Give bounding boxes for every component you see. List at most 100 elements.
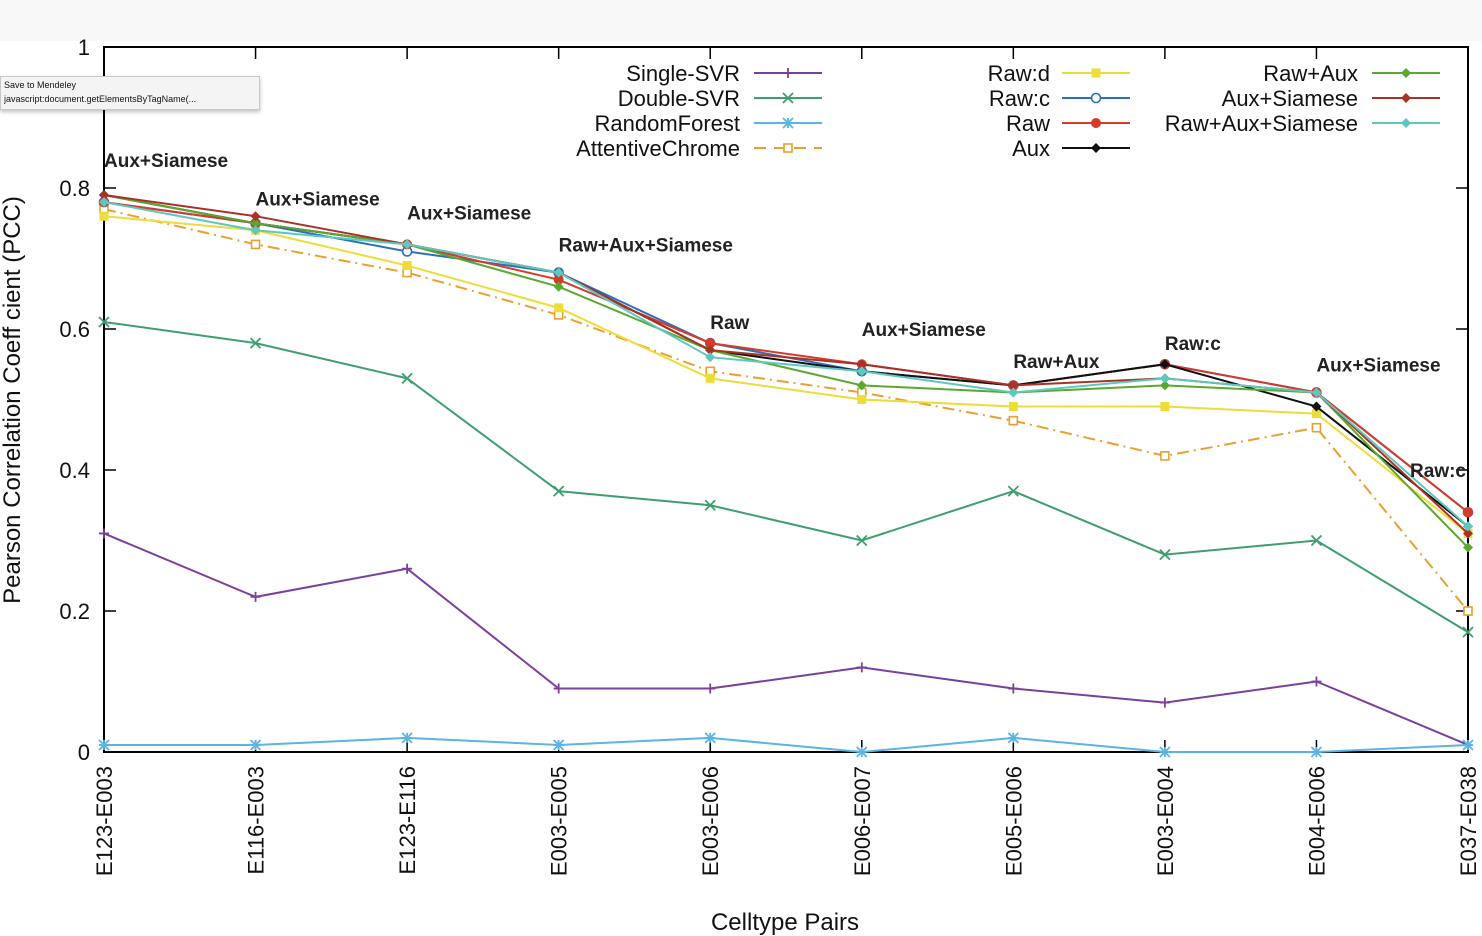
legend-item-raw-aux-siamese: Raw+Aux+Siamese	[1165, 111, 1440, 136]
data-point-raw	[1463, 507, 1473, 518]
legend-label: Raw:c	[989, 86, 1050, 111]
data-point-double-svr	[1007, 485, 1019, 497]
data-point-randomforest	[1310, 746, 1323, 758]
data-point-randomforest	[1159, 746, 1171, 758]
data-point-raw-aux-siamese	[553, 267, 564, 278]
data-point-raw-aux-siamese	[1008, 387, 1019, 398]
legend-label: Double-SVR	[618, 86, 740, 111]
legend-item-aux: Aux	[1012, 136, 1130, 161]
data-point-raw-aux-siamese	[250, 225, 261, 236]
data-point-raw-aux	[553, 281, 564, 292]
data-point-raw-aux-siamese	[402, 239, 413, 250]
y-tick-label: 0	[78, 740, 90, 765]
data-point-single-svr	[99, 528, 109, 539]
annotation-label: Raw	[710, 313, 749, 334]
data-point-raw	[553, 274, 564, 285]
data-point-aux-siamese	[1008, 380, 1019, 391]
legend-item-aux-siamese: Aux+Siamese	[1222, 86, 1440, 111]
data-point-raw-aux-siamese	[856, 366, 867, 377]
data-point-raw-d	[1160, 402, 1170, 412]
legend-marker	[782, 92, 794, 104]
data-point-raw-aux-siamese	[99, 197, 109, 208]
data-point-single-svr	[250, 591, 261, 602]
legend-label: Raw	[1006, 111, 1050, 136]
legend-marker	[783, 68, 793, 78]
legend-item-raw-c: Raw:c	[989, 86, 1130, 111]
x-tick-label: E003-E004	[1153, 766, 1178, 876]
series-line-single-svr	[103, 532, 1469, 746]
data-point-single-svr	[705, 683, 716, 694]
annotation-label: Aux+Siamese	[407, 204, 531, 225]
series-raw-d	[99, 211, 1473, 538]
annotations-layer: Aux+Siamese Aux+Siamese Aux+Siamese Raw+Aux…	[104, 151, 1466, 482]
data-point-raw-d	[402, 261, 412, 271]
legend-label: Raw:d	[988, 61, 1050, 86]
y-tick-label: 0.2	[59, 599, 90, 624]
data-point-double-svr	[249, 337, 262, 349]
data-point-double-svr	[1159, 548, 1171, 561]
data-point-raw-d	[1311, 409, 1321, 419]
data-point-randomforest	[553, 739, 565, 751]
legend-label: Single-SVR	[626, 61, 740, 86]
data-point-double-svr	[553, 485, 565, 497]
data-point-attentivechrome	[1008, 415, 1019, 426]
x-axis-label: Celltype Pairs	[711, 909, 859, 936]
annotation-label: Raw:c	[1165, 334, 1221, 355]
series-raw-aux-siamese	[99, 197, 1473, 532]
data-point-raw-aux	[1159, 380, 1170, 391]
data-point-double-svr	[856, 534, 868, 547]
data-point-raw-aux-siamese	[705, 352, 716, 363]
series-line-attentivechrome	[103, 208, 1469, 612]
data-point-raw-d	[705, 373, 715, 383]
data-point-double-svr	[1462, 626, 1474, 638]
x-tick-label: E004-E006	[1304, 766, 1329, 876]
axes: 0 0.2 0.4 0.6 0.8 1 E123-E003 E116-E003 E123-E11…	[59, 35, 1481, 876]
series-line-aux	[103, 194, 1469, 528]
legend-marker	[1091, 143, 1101, 153]
annotation-label: Aux+Siamese	[256, 190, 380, 211]
data-point-aux-siamese	[705, 345, 716, 356]
series-line-randomforest	[104, 736, 1469, 754]
data-point-double-svr	[401, 372, 413, 384]
x-tick-label: E003-E006	[698, 766, 723, 876]
data-point-raw-d	[1008, 402, 1018, 412]
data-point-attentivechrome	[1160, 451, 1170, 461]
annotation-label: Raw+Aux+Siamese	[559, 235, 733, 256]
y-axis-label: Pearson Correlation Coeff cient (PCC)	[0, 196, 26, 604]
data-point-double-svr	[704, 499, 716, 511]
legend-marker	[783, 143, 793, 153]
y-tick-label: 0.4	[59, 458, 90, 483]
legend-label: Raw+Aux+Siamese	[1165, 111, 1358, 136]
series-randomforest	[98, 732, 1474, 758]
data-point-single-svr	[856, 662, 867, 673]
data-point-randomforest	[1007, 732, 1019, 744]
annotation-label: Aux+Siamese	[1316, 355, 1440, 376]
data-point-randomforest	[856, 746, 868, 758]
legend-label: AttentiveChrome	[576, 136, 740, 161]
data-point-attentivechrome	[1311, 422, 1322, 433]
tooltip-title: Save to Mendeley	[4, 80, 77, 90]
data-point-single-svr	[1311, 676, 1322, 687]
data-point-aux-siamese	[1463, 528, 1473, 539]
data-point-randomforest	[704, 732, 716, 744]
data-point-raw-aux	[1463, 542, 1473, 553]
series-line-double-svr	[103, 320, 1469, 634]
series-line-raw-aux	[103, 194, 1469, 549]
legend-item-randomforest: RandomForest	[594, 111, 822, 136]
legend-label: Aux	[1012, 136, 1050, 161]
x-tick-label: E005-E006	[1001, 766, 1026, 876]
series-double-svr	[98, 316, 1474, 638]
legend-item-double-svr: Double-SVR	[618, 86, 822, 111]
data-point-aux-siamese	[250, 211, 261, 222]
data-point-single-svr	[402, 563, 413, 574]
legend-label: RandomForest	[594, 111, 740, 136]
data-point-attentivechrome	[250, 239, 261, 250]
data-point-raw-aux-siamese	[1159, 373, 1170, 384]
data-point-single-svr	[1159, 697, 1170, 708]
data-point-aux	[1159, 359, 1170, 370]
legend-label: Raw+Aux	[1263, 61, 1358, 86]
legend-item-single-svr: Single-SVR	[626, 61, 822, 86]
legend: Single-SVRDouble-SVRRandomForestAttentiv…	[576, 61, 1440, 161]
series-line-raw-aux-siamese	[103, 201, 1469, 528]
